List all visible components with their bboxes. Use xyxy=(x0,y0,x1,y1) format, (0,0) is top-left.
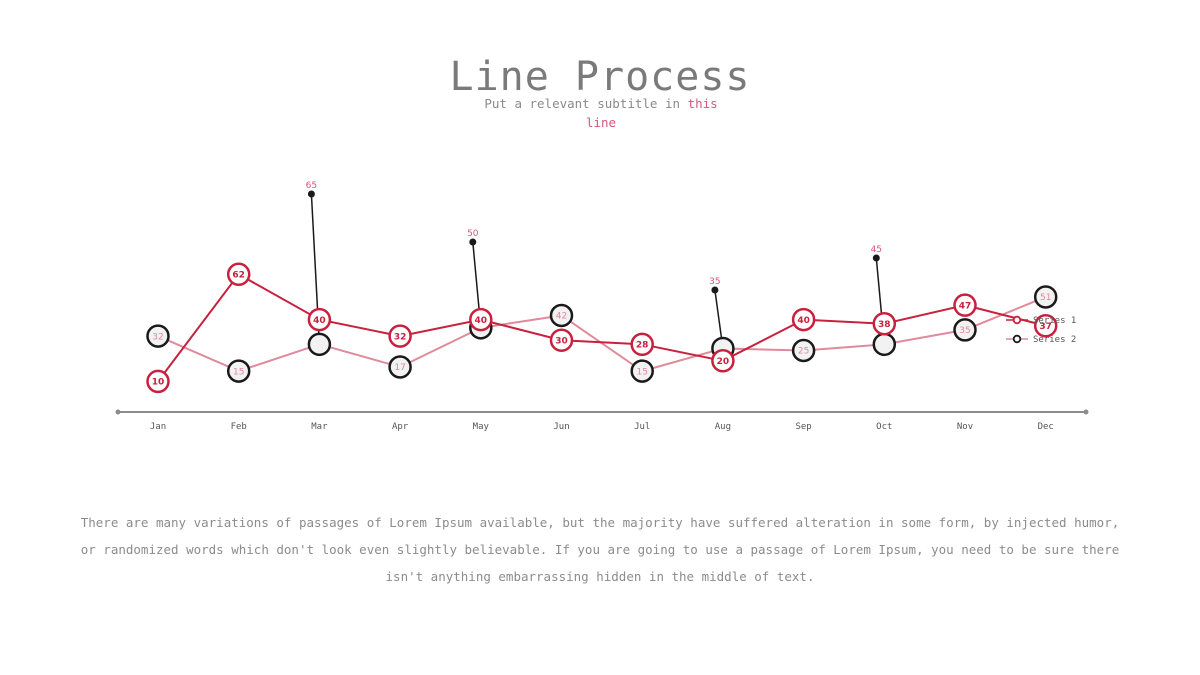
series-1-value-label: 62 xyxy=(232,270,245,280)
series-2-value-label: 15 xyxy=(636,367,647,377)
series-lines xyxy=(157,272,1047,383)
series-1-marker xyxy=(388,324,412,348)
legend: Series 1 Series 2 xyxy=(1006,315,1076,345)
series-1-value-label: 28 xyxy=(636,341,649,351)
series-2-marker xyxy=(791,338,816,363)
callout-label: 65 xyxy=(306,181,317,191)
series-2-value-label: 35 xyxy=(959,326,970,336)
series-1-marker xyxy=(549,328,574,352)
series-1-value-label: 37 xyxy=(1039,322,1052,332)
series-2-marker xyxy=(307,332,332,357)
subtitle-accent: this line xyxy=(585,96,718,130)
x-tick-label: Mar xyxy=(311,422,328,432)
series-1-value-label: 30 xyxy=(555,336,568,346)
series-2-marker xyxy=(549,303,574,328)
x-axis-start-cap xyxy=(115,409,121,415)
callout-label: 50 xyxy=(467,229,479,239)
x-tick-label: Dec xyxy=(1038,422,1054,432)
series-2-line xyxy=(157,296,1047,373)
page-subtitle: Put a relevant subtitle in this line xyxy=(470,94,732,132)
series-1-value-label: 47 xyxy=(959,301,972,311)
series-1-marker xyxy=(711,349,735,373)
legend-label-series-1: Series 1 xyxy=(1033,316,1076,326)
x-tick-label: Nov xyxy=(957,422,973,432)
series-2-marker xyxy=(1033,285,1058,309)
series-2-value-label: 51 xyxy=(1040,293,1051,303)
series-2-marker xyxy=(388,355,412,379)
callout-dot xyxy=(711,286,719,294)
subtitle-text: Put a relevant subtitle in xyxy=(484,96,688,111)
series-markers: 32 15 17 42 15 25 35 51 10 62 40 32 40 30 28 20 40 38 47 37 xyxy=(146,262,1058,394)
series-2-marker xyxy=(226,359,251,383)
series-1-marker xyxy=(226,262,251,287)
series-2-marker xyxy=(146,324,170,348)
x-tick-label: May xyxy=(473,422,490,432)
series-1-line xyxy=(157,272,1046,383)
series-2-value-label: 32 xyxy=(152,332,163,342)
series-1-value-label: 20 xyxy=(717,357,730,367)
legend-marker-series-2 xyxy=(1012,334,1022,344)
series-1-marker xyxy=(307,307,332,332)
body-paragraph: There are many variations of passages of… xyxy=(80,515,1120,584)
series-1-value-label: 40 xyxy=(475,316,488,326)
series-1-value-label: 10 xyxy=(152,378,165,388)
series-2-marker xyxy=(953,318,977,342)
series-1-value-label: 40 xyxy=(797,316,810,326)
series-2-value-label: 42 xyxy=(556,312,567,322)
page-title: Line Process xyxy=(449,54,751,100)
x-tick-labels: Jan Feb Mar Apr May Jun Jul Aug Sep Oct Nov Dec xyxy=(150,422,1054,432)
callout-dot xyxy=(872,254,880,262)
x-tick-label: Apr xyxy=(392,422,409,432)
series-1-value-label: 38 xyxy=(878,320,891,330)
x-axis-end-cap xyxy=(1083,409,1089,415)
line-chart: 65 50 35 45 32 15 17 42 15 25 35 51 10 62 40 32 40 30 28 2… xyxy=(115,181,1089,432)
legend-marker-series-1 xyxy=(1012,315,1022,325)
series-1-marker xyxy=(953,293,977,317)
callout-dot xyxy=(307,190,315,198)
x-tick-label: Jun xyxy=(553,422,569,432)
series-2-marker xyxy=(630,359,654,383)
legend-label-series-2: Series 2 xyxy=(1033,335,1076,345)
series-1-marker xyxy=(791,307,816,332)
series-1-value-label: 40 xyxy=(313,316,326,326)
series-1-marker xyxy=(1033,314,1058,338)
series-2-marker xyxy=(872,332,897,357)
callout-dot xyxy=(469,238,477,246)
series-2-value-label: 17 xyxy=(394,363,405,373)
series-1-marker xyxy=(469,307,493,332)
x-tick-label: Oct xyxy=(876,422,892,432)
series-2-value-label: 15 xyxy=(233,367,244,377)
series-1-marker xyxy=(872,311,897,336)
series-1-value-label: 32 xyxy=(394,332,407,342)
x-tick-label: Sep xyxy=(795,422,811,432)
series-1-marker xyxy=(630,332,654,357)
callout-label: 35 xyxy=(709,277,720,287)
x-tick-label: Aug xyxy=(715,422,731,432)
x-tick-label: Jan xyxy=(150,422,166,432)
x-tick-label: Jul xyxy=(634,422,650,432)
series-1-marker xyxy=(146,369,170,394)
series-2-value-label: 25 xyxy=(798,347,809,357)
x-tick-label: Feb xyxy=(231,422,247,432)
callout-label: 45 xyxy=(871,245,882,255)
